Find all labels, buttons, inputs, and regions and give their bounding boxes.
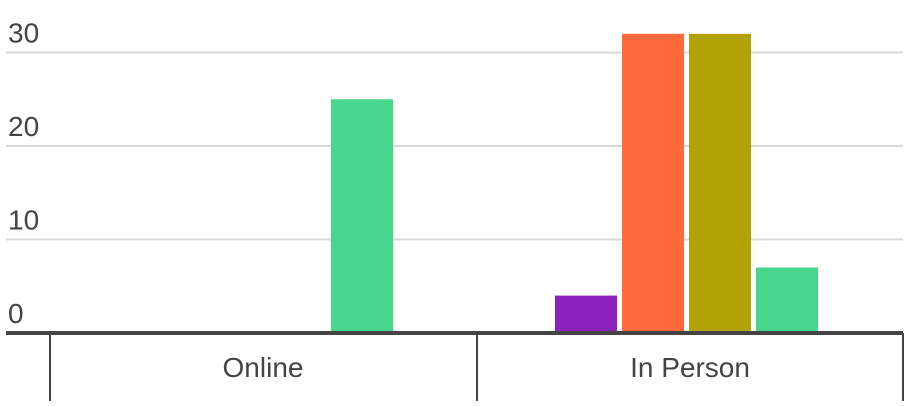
- x-category-label: In Person: [630, 352, 750, 383]
- bar: [689, 33, 751, 334]
- x-category-label: Online: [223, 352, 304, 383]
- bar: [331, 99, 393, 333]
- y-tick-label: 20: [8, 111, 39, 142]
- y-tick-label: 10: [8, 205, 39, 236]
- y-tick-label: 30: [8, 18, 39, 49]
- bar: [622, 33, 684, 334]
- bar: [555, 295, 617, 333]
- bar: [756, 267, 818, 333]
- y-tick-label: 0: [8, 298, 24, 329]
